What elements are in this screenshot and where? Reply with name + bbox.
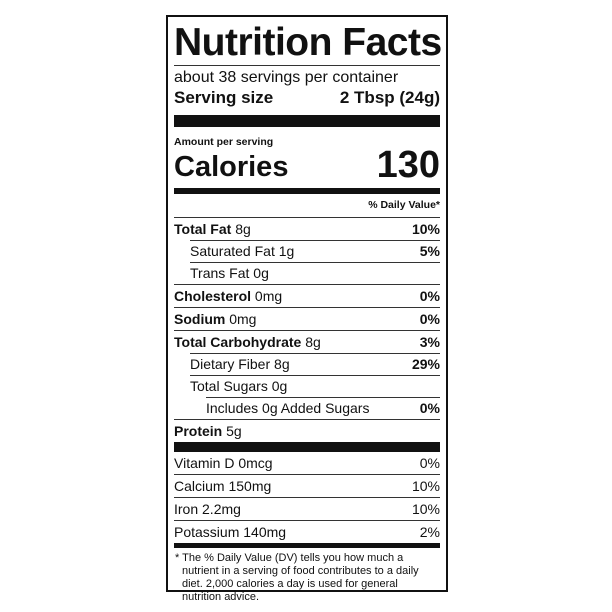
nutrient-name: Dietary Fiber bbox=[190, 356, 271, 372]
nutrient-amount: 0mg bbox=[254, 288, 283, 304]
nutrition-facts-label: Nutrition Facts about 38 servings per co… bbox=[166, 15, 448, 603]
nutrient-label: Dietary Fiber 8g bbox=[174, 353, 290, 375]
nutrient-amount: 8g bbox=[305, 334, 321, 350]
nutrient-name: Total Sugars bbox=[190, 378, 268, 394]
vitamin-daily-value: 0% bbox=[419, 455, 440, 471]
nutrient-daily-value: 0% bbox=[419, 311, 440, 327]
vitamin-list: Vitamin D 0mcg 0% Calcium 150mg 10% Iron 2.2… bbox=[174, 452, 440, 543]
nutrient-name: Total Carbohydrate bbox=[174, 334, 302, 350]
nutrient-label: Total Carbohydrate 8g bbox=[174, 331, 321, 353]
serving-size: Serving size 2 Tbsp (24g) bbox=[174, 88, 440, 108]
nutrient-name: Includes 0g Added Sugars bbox=[206, 400, 370, 416]
nutrient-row: Dietary Fiber 8g 29% bbox=[174, 353, 440, 376]
serving-size-label: Serving size bbox=[174, 88, 274, 107]
divider bbox=[206, 397, 440, 398]
thick-divider bbox=[174, 115, 440, 127]
calories-row: Calories 130 bbox=[174, 146, 440, 184]
calories-label: Calories bbox=[174, 151, 289, 183]
servings-per-container: about 38 servings per container bbox=[174, 69, 399, 86]
vitamin-row: Calcium 150mg 10% bbox=[174, 475, 440, 498]
nutrient-label: Total Fat 8g bbox=[174, 218, 251, 240]
vitamin-name: Potassium 140mg bbox=[174, 524, 287, 540]
nutrient-name: Protein bbox=[174, 423, 223, 439]
nutrient-name: Cholesterol bbox=[174, 288, 252, 304]
nutrient-daily-value: 3% bbox=[419, 334, 440, 350]
nutrient-label: Saturated Fat 1g bbox=[174, 240, 294, 262]
nutrient-name: Saturated Fat bbox=[190, 243, 275, 259]
nutrient-amount: 0g bbox=[253, 265, 269, 281]
nutrient-amount: 0mg bbox=[229, 311, 257, 327]
nutrient-label: Total Sugars 0g bbox=[174, 375, 287, 397]
nutrient-row: Sodium 0mg 0% bbox=[174, 308, 440, 331]
divider bbox=[190, 375, 440, 376]
nutrient-amount: 0g bbox=[271, 378, 288, 394]
nutrient-row: Saturated Fat 1g 5% bbox=[174, 240, 440, 263]
nutrient-row: Protein 5g bbox=[174, 420, 440, 442]
calories-value: 130 bbox=[376, 144, 440, 186]
nutrient-list: Total Fat 8g 10% Saturated Fat 1g 5% Trans F… bbox=[174, 218, 440, 442]
thick-divider bbox=[174, 442, 440, 452]
nutrient-daily-value: 10% bbox=[411, 221, 440, 237]
nutrient-amount: 1g bbox=[278, 243, 295, 259]
amount-per-serving: Amount per serving bbox=[174, 136, 274, 148]
medium-divider bbox=[174, 543, 440, 548]
nutrient-label: Sodium 0mg bbox=[174, 308, 256, 330]
divider bbox=[174, 65, 440, 66]
nutrient-row: Includes 0g Added Sugars 0% bbox=[174, 397, 440, 420]
vitamin-name: Calcium 150mg bbox=[174, 478, 272, 494]
vitamin-row: Iron 2.2mg 10% bbox=[174, 498, 440, 521]
nutrient-amount: 8g bbox=[235, 221, 251, 237]
vitamin-daily-value: 10% bbox=[411, 501, 440, 517]
nutrient-label: Protein 5g bbox=[174, 420, 242, 442]
label-title: Nutrition Facts bbox=[174, 21, 442, 64]
nutrient-amount: 8g bbox=[274, 356, 290, 372]
nutrient-daily-value: 5% bbox=[419, 243, 440, 259]
nutrient-row: Total Fat 8g 10% bbox=[174, 218, 440, 241]
vitamin-daily-value: 10% bbox=[411, 478, 440, 494]
nutrient-row: Trans Fat 0g bbox=[174, 262, 440, 285]
vitamin-row: Potassium 140mg 2% bbox=[174, 521, 440, 543]
divider bbox=[190, 353, 440, 354]
nutrient-amount: 5g bbox=[226, 423, 242, 439]
nutrient-label: Cholesterol 0mg bbox=[174, 285, 282, 307]
nutrient-daily-value: 0% bbox=[419, 400, 440, 416]
vitamin-name: Iron 2.2mg bbox=[174, 501, 241, 517]
nutrient-label: Trans Fat 0g bbox=[174, 262, 269, 284]
divider bbox=[190, 240, 440, 241]
divider bbox=[190, 262, 440, 263]
serving-size-value: 2 Tbsp (24g) bbox=[339, 88, 440, 107]
nutrient-name: Total Fat bbox=[174, 221, 232, 237]
medium-divider bbox=[174, 188, 440, 194]
footnote: * The % Daily Value (DV) tells you how m… bbox=[175, 552, 419, 603]
nutrient-daily-value: 29% bbox=[411, 356, 440, 372]
vitamin-daily-value: 2% bbox=[419, 524, 440, 540]
daily-value-header: % Daily Value* bbox=[174, 194, 440, 218]
nutrient-name: Sodium bbox=[174, 311, 226, 327]
nutrient-label: Includes 0g Added Sugars bbox=[174, 397, 369, 419]
nutrient-row: Total Sugars 0g bbox=[174, 375, 440, 398]
nutrient-daily-value: 0% bbox=[419, 288, 440, 304]
vitamin-name: Vitamin D 0mcg bbox=[174, 455, 273, 471]
vitamin-row: Vitamin D 0mcg 0% bbox=[174, 452, 440, 475]
nutrient-row: Total Carbohydrate 8g 3% bbox=[174, 331, 440, 354]
nutrient-name: Trans Fat bbox=[190, 265, 250, 281]
nutrient-row: Cholesterol 0mg 0% bbox=[174, 285, 440, 308]
